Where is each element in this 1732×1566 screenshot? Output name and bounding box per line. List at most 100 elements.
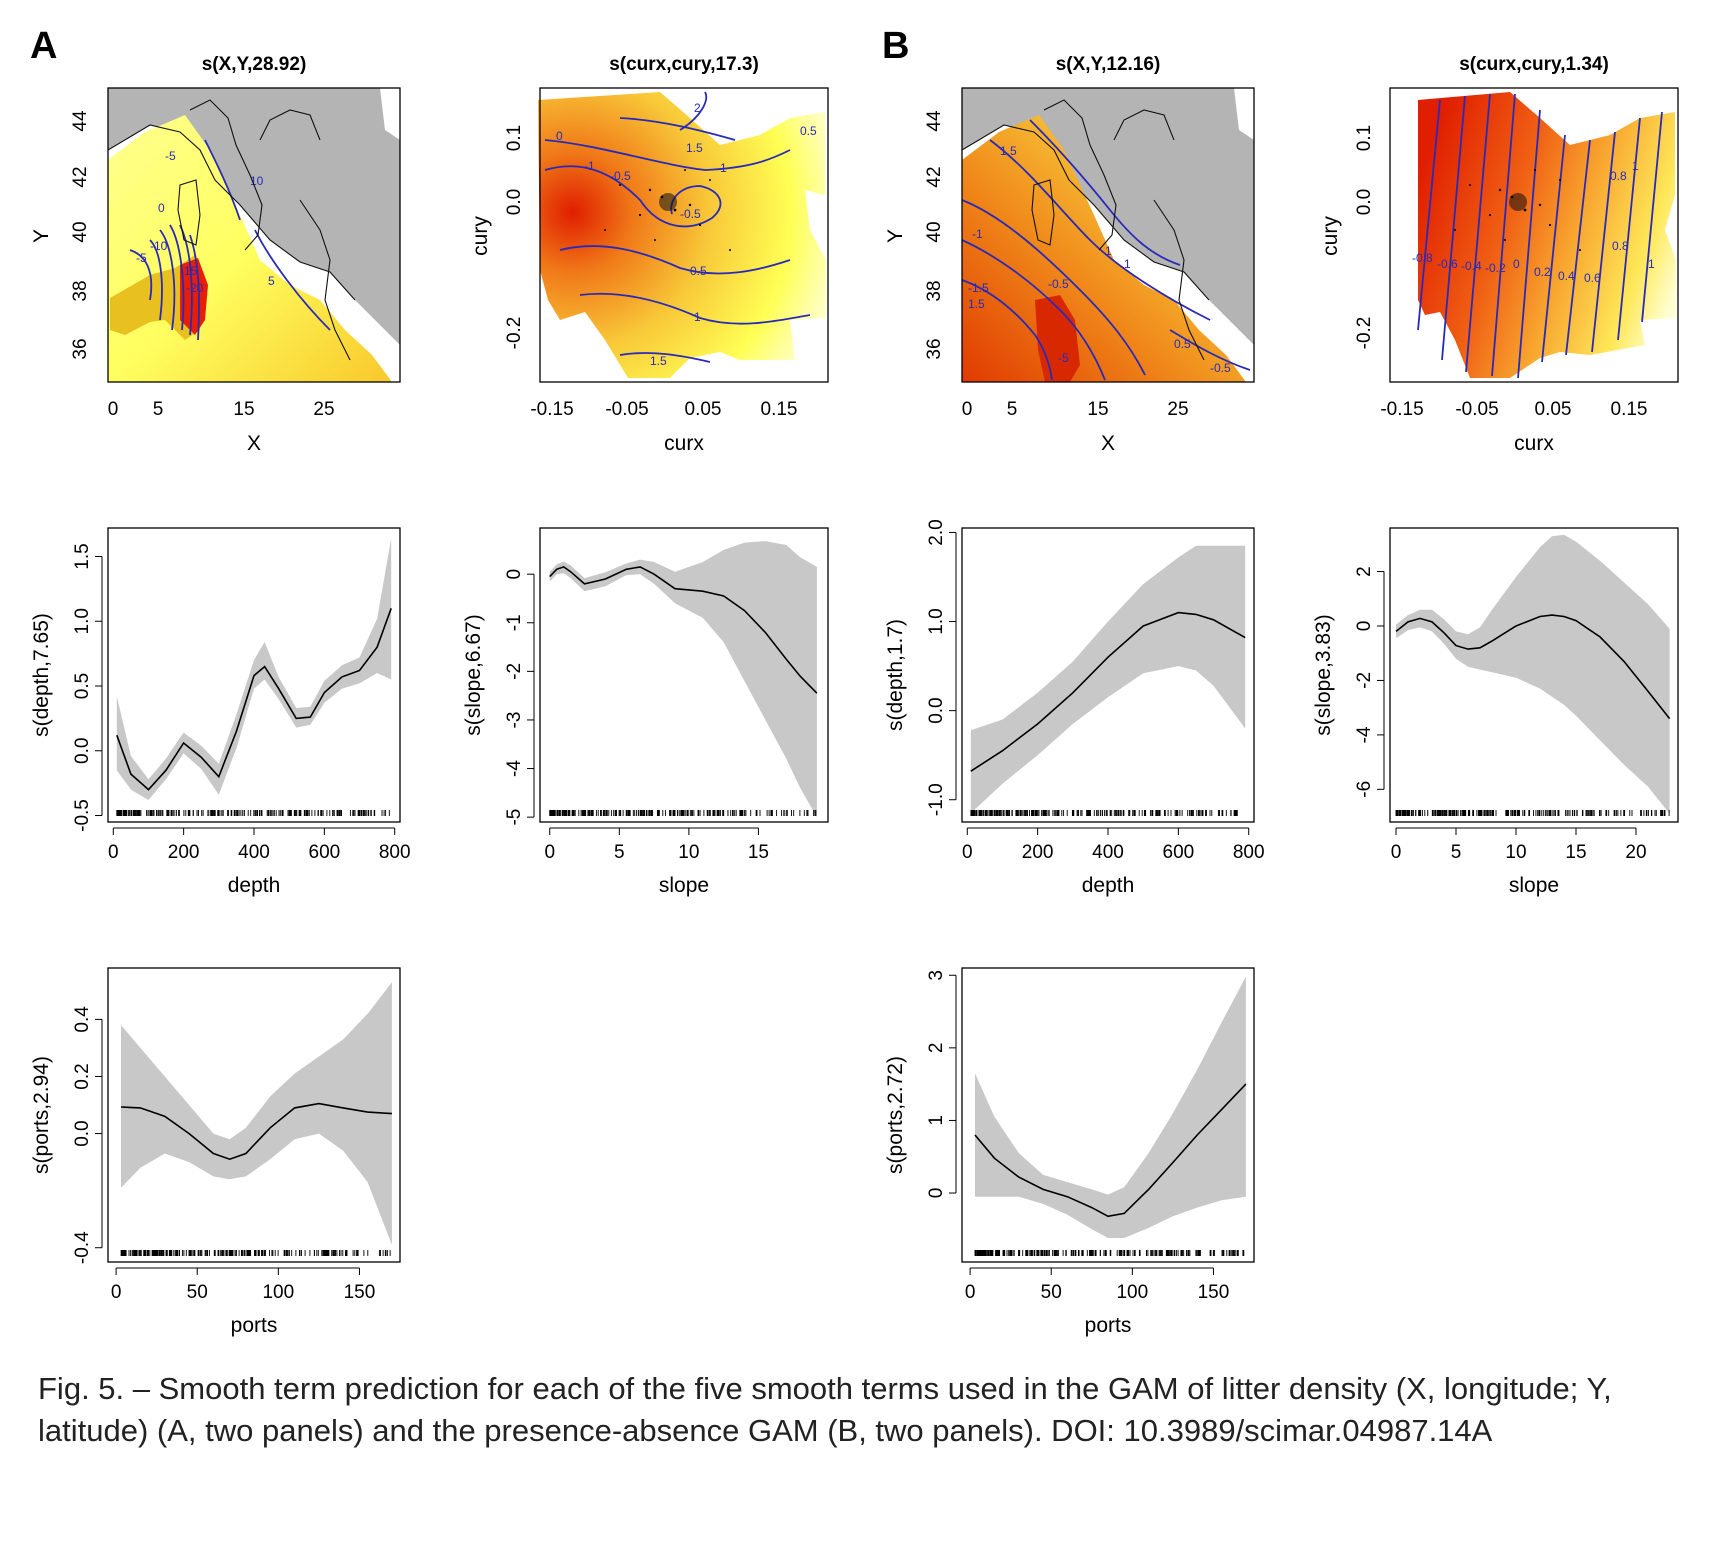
map-cur-a-title: s(curx,cury,17.3) (609, 54, 759, 75)
y-tick-label: 2.0 (926, 519, 947, 545)
contour-label: 0 (158, 201, 165, 215)
contour-label: 1 (1105, 244, 1112, 258)
x-tick-label: 15 (233, 399, 254, 420)
x-axis-title: depth (1082, 874, 1135, 897)
x-tick-label: 800 (1233, 842, 1265, 863)
contour-label: 1.5 (686, 141, 703, 155)
y-tick-label: 0.4 (72, 1006, 93, 1033)
x-tick-label: 150 (344, 1282, 376, 1303)
x-tick-label: -0.15 (1380, 399, 1423, 420)
heat-field (1418, 92, 1676, 378)
contour-label: -0.5 (610, 169, 631, 183)
y-tick-label: -3 (504, 712, 525, 729)
x-tick-label: 100 (1116, 1282, 1148, 1303)
x-axis-title: ports (1085, 1314, 1132, 1337)
y-axis: -1.0 0.0 1.0 2.0 (926, 519, 956, 816)
x-axis: 0 200 400 600 800 (962, 828, 1265, 863)
map-xy-b: s(X,Y,12.16) 1.5 -1 1 -0.5 1 -1.5 1.5 -5… (884, 54, 1254, 455)
contour-label: 0.4 (1558, 269, 1575, 283)
contour-label: 0.5 (1174, 337, 1191, 351)
y-tick-label: -4 (1354, 726, 1375, 743)
x-axis: -0.15 -0.05 0.05 0.15 (1380, 399, 1647, 420)
y-axis-title: s(ports,2.72) (884, 1056, 907, 1174)
contour-label: 0 (1513, 257, 1520, 271)
y-axis-title: cury (1319, 216, 1342, 256)
contour-label: 1.5 (1000, 144, 1017, 158)
y-tick-label: 36 (70, 338, 91, 359)
x-axis-title: ports (231, 1314, 278, 1337)
confidence-band (117, 538, 391, 800)
y-axis: -0.40.00.20.4 (72, 1006, 102, 1264)
x-tick-label: 0 (962, 399, 973, 420)
contour-label: 0.2 (1534, 265, 1551, 279)
y-axis-title: s(ports,2.94) (30, 1056, 53, 1174)
x-axis: 0 50 100 150 (965, 1268, 1229, 1303)
y-tick-label: 42 (924, 166, 945, 187)
x-tick-label: 10 (678, 842, 699, 863)
y-axis-title: cury (469, 216, 492, 256)
line-plot-depth-a: 0 200 400 600 800-0.50.00.51.01.5depths(dept… (30, 528, 411, 897)
x-tick-label: 0 (108, 399, 119, 420)
y-tick-label: 1.0 (72, 608, 93, 634)
x-tick-label: 200 (1022, 842, 1054, 863)
confidence-band (121, 982, 392, 1245)
x-tick-label: 600 (1163, 842, 1195, 863)
y-tick-label: -0.2 (504, 317, 525, 350)
rug-marks (550, 810, 816, 816)
y-axis-title: s(depth,1.7) (884, 619, 907, 731)
y-tick-label: -0.5 (72, 799, 93, 832)
map-cur-a: s(curx,cury,17.3) 2 1.5 1 0 -1 -0.5 -0.5… (469, 54, 828, 455)
y-tick-label: -6 (1354, 781, 1375, 798)
y-axis: 36 38 40 42 44 (70, 110, 91, 360)
x-tick-label: 25 (1167, 399, 1188, 420)
x-tick-label: 400 (1092, 842, 1124, 863)
y-tick-label: -5 (504, 809, 525, 826)
contour-label: 0.8 (1610, 169, 1627, 183)
line-plot-slope-a: 0 5 10 15 -5 -4 -3 -2 -1 0 slope s(slope,6.67) (462, 528, 828, 897)
y-tick-label: -0.2 (1354, 317, 1375, 350)
x-tick-label: 0.05 (685, 399, 722, 420)
x-tick-label: -0.05 (1455, 399, 1498, 420)
line-plot-ports-a: 0 50 100 150 -0.4 0.0 0.2 0.4 ports s(ports,2.94) (30, 968, 400, 1337)
contour-label: 1 (694, 310, 701, 324)
y-tick-label: 40 (70, 221, 91, 242)
contour-label: -1.5 (968, 281, 989, 295)
x-tick-label: 600 (309, 842, 341, 863)
x-tick-label: 15 (1087, 399, 1108, 420)
y-tick-label: -1 (504, 614, 525, 631)
y-tick-label: 1 (926, 1115, 947, 1126)
x-tick-label: 15 (748, 842, 769, 863)
contour-label: 2 (694, 101, 701, 115)
x-tick-label: 50 (187, 1282, 208, 1303)
map-cur-b-title: s(curx,cury,1.34) (1459, 54, 1609, 75)
y-axis-title: Y (30, 229, 53, 243)
map-xy-a-title: s(X,Y,28.92) (202, 54, 307, 75)
contour-label: -0.2 (1485, 261, 1506, 275)
x-axis: 0 5 10 15 (544, 828, 769, 863)
y-tick-label: 0.1 (1354, 125, 1375, 151)
contour-label: -20 (186, 281, 204, 295)
x-tick-label: -0.15 (530, 399, 573, 420)
y-axis: -0.2 0.0 0.1 (504, 125, 525, 350)
x-tick-label: 20 (1625, 842, 1646, 863)
y-tick-label: 36 (924, 338, 945, 359)
x-tick-label: 100 (262, 1282, 294, 1303)
x-tick-label: 10 (1505, 842, 1526, 863)
y-tick-label: 44 (924, 110, 945, 132)
x-tick-label: 150 (1198, 1282, 1230, 1303)
y-tick-label: 0 (504, 569, 525, 580)
panel-label-b: B (882, 25, 909, 67)
contour-label: -5 (136, 251, 147, 265)
y-axis: -6-4-202 (1354, 566, 1384, 797)
x-tick-label: 5 (1451, 842, 1462, 863)
y-axis: 36 38 40 42 44 (924, 110, 945, 360)
y-tick-label: 0 (1354, 621, 1375, 632)
x-tick-label: 200 (168, 842, 200, 863)
x-axis-title: slope (659, 874, 709, 897)
y-tick-label: 0.0 (926, 697, 947, 723)
contour-label: -1 (584, 159, 595, 173)
x-tick-label: 0 (111, 1282, 122, 1303)
x-axis: 0 5 10 15 20 (1391, 828, 1647, 863)
contour-label: 1 (720, 161, 727, 175)
x-tick-label: 0 (1391, 842, 1402, 863)
